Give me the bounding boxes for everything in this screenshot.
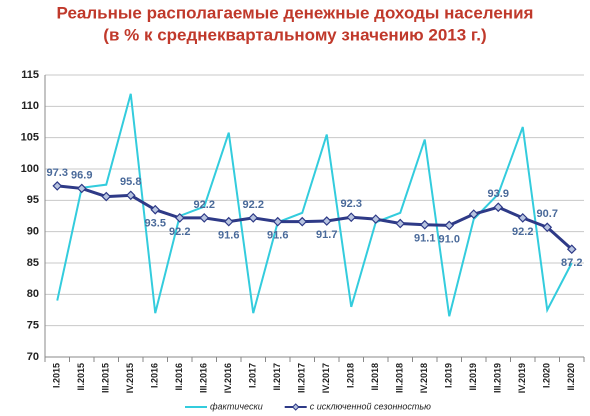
data-label: 93.9 [488,188,509,200]
data-label: 91.6 [267,230,288,242]
point [517,213,528,223]
data-label: 91.6 [218,230,239,242]
data-label: 92.2 [512,226,533,238]
data-label: 91.1 [414,233,435,245]
x-tick-label: IV.2019 [517,363,527,393]
y-tick-label: 90 [27,226,39,238]
data-label: 95.8 [120,176,141,188]
x-tick-label: III.2016 [199,363,209,393]
legend-marker [291,403,300,411]
x-tick-label: II.2019 [468,363,478,391]
chart-title: Реальные располагаемые денежные доходы н… [57,3,534,22]
x-tick-label: I.2019 [444,363,454,388]
y-tick-label: 80 [27,288,39,300]
y-tick-label: 105 [21,132,39,144]
legend-label: фактически [210,401,263,411]
point [297,216,308,227]
data-label: 96.9 [71,169,92,181]
x-tick-label: III.2018 [395,363,405,393]
x-tick-label: II.2017 [272,363,282,391]
chart-subtitle: (в % к среднеквартальному значению 2013 … [103,25,486,44]
point [272,216,283,227]
x-tick-label: I.2016 [150,363,160,388]
data-label: 92.3 [341,198,362,210]
y-tick-label: 95 [27,194,39,206]
series-line [57,184,573,251]
point [444,220,455,231]
y-tick-label: 100 [21,163,39,175]
series-line [56,93,573,317]
data-label: 91.7 [316,229,337,241]
x-tick-label: IV.2015 [125,363,135,393]
y-tick-label: 85 [27,257,39,269]
x-tick-label: I.2017 [248,363,258,388]
point [321,216,332,226]
y-tick-label: 115 [21,69,39,81]
x-tick-label: III.2017 [297,363,307,393]
y-tick-label: 110 [21,100,39,112]
point [199,213,210,223]
data-label: 93.5 [145,218,166,230]
x-tick-label: II.2015 [76,363,86,391]
x-tick-label: I.2018 [346,363,356,388]
y-tick-label: 70 [27,351,39,363]
point [76,183,87,194]
point [248,213,259,223]
point [346,212,357,223]
data-label: 92.2 [194,199,215,211]
y-tick-label: 75 [27,320,39,332]
point [370,214,381,224]
x-tick-label: IV.2017 [321,363,331,393]
data-label: 92.2 [169,226,190,238]
point [174,213,185,223]
point [150,204,161,215]
point [101,191,112,202]
x-tick-label: III.2019 [493,363,503,393]
data-label: 92.2 [243,199,264,211]
point [542,222,553,233]
data-label: 90.7 [537,208,558,220]
data-label: 97.3 [47,167,68,179]
legend-label: с исключенной сезонностью [310,401,431,411]
x-tick-label: II.2020 [566,363,576,391]
point [223,216,234,227]
point [395,218,406,229]
x-tick-label: II.2016 [174,363,184,391]
x-tick-label: III.2015 [101,363,111,393]
point [52,181,63,191]
point [468,209,479,219]
point [419,219,430,230]
point [493,202,504,213]
point [125,190,136,201]
data-label: 91.0 [439,233,460,245]
data-label: 87.2 [561,257,582,269]
x-tick-label: I.2020 [542,363,552,388]
point [566,244,577,255]
x-tick-label: II.2018 [370,363,380,391]
x-tick-label: IV.2018 [419,363,429,393]
x-tick-label: IV.2016 [223,363,233,393]
x-tick-label: I.2015 [52,363,62,388]
